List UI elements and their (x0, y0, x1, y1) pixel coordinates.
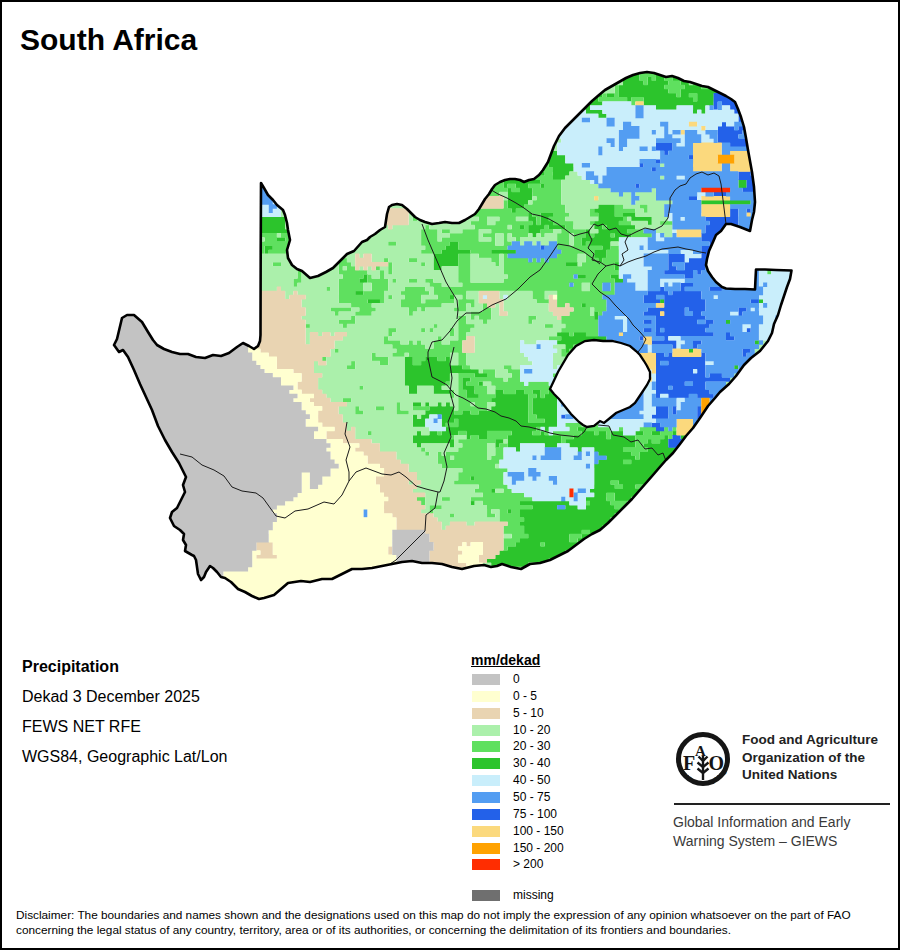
svg-text:A: A (695, 743, 706, 759)
